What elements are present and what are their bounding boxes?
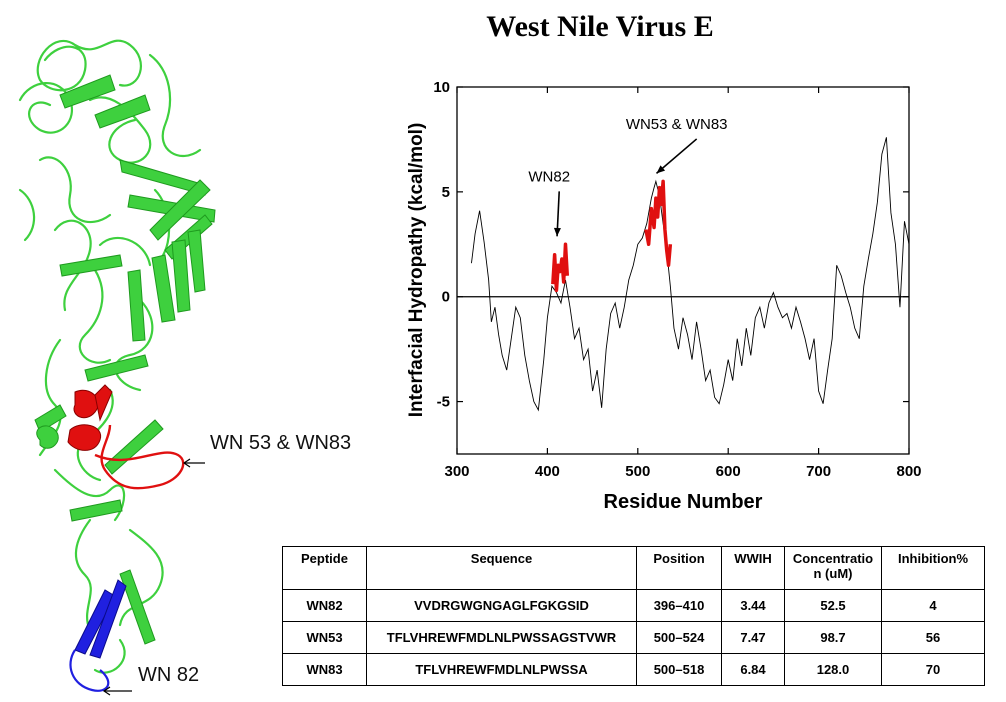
annotation-label: WN82 (528, 168, 570, 185)
cell-concentration: 128.0 (784, 653, 882, 686)
cell-concentration: 98.7 (784, 621, 882, 654)
protein-ribbon-structure (18, 39, 216, 696)
cell-peptide: WN53 (282, 621, 367, 654)
plot-frame (456, 86, 910, 455)
figure-title: West Nile Virus E (486, 10, 714, 43)
header-concentration: Concentratio n (uM) (784, 546, 882, 590)
header-position: Position (636, 546, 722, 590)
wn82-structure-label: WN 82 (138, 664, 200, 686)
header-wwih: WWIH (721, 546, 785, 590)
highlight-segment-1 (551, 242, 570, 293)
x-tick-label: 500 (625, 463, 650, 480)
highlight-segment-2 (644, 179, 673, 268)
wn53-wn83-structure-label: WN 53 & WN83 (210, 432, 352, 454)
x-tick-label: 700 (806, 463, 831, 480)
y-tick-label: -5 (437, 394, 450, 411)
cell-sequence: TFLVHREWFMDLNLPWSSA (366, 653, 637, 686)
annotation-arrowhead (553, 227, 561, 237)
header-inhibition: Inhibition% (881, 546, 985, 590)
cell-sequence: TFLVHREWFMDLNLPWSSAGSTVWR (366, 621, 637, 654)
cell-peptide: WN82 (282, 589, 367, 622)
cell-position: 500–518 (636, 653, 722, 686)
cell-concentration: 52.5 (784, 589, 882, 622)
cell-sequence: VVDRGWGNGAGLFGKGSID (366, 589, 637, 622)
x-axis-label: Residue Number (604, 491, 763, 513)
y-axis-label: Interfacial Hydropathy (kcal/mol) (406, 123, 427, 418)
cell-position: 500–524 (636, 621, 722, 654)
x-tick-label: 400 (535, 463, 560, 480)
table-row: WN82 VVDRGWGNGAGLFGKGSID 396–410 3.44 52… (282, 589, 985, 622)
header-peptide: Peptide (282, 546, 367, 590)
series-line-hydropathy (471, 137, 910, 412)
cell-wwih: 6.84 (721, 653, 785, 686)
x-tick-label: 300 (444, 463, 469, 480)
table-row: WN83 TFLVHREWFMDLNLPWSSA 500–518 6.84 12… (282, 653, 985, 686)
cell-wwih: 3.44 (721, 589, 785, 622)
cell-wwih: 7.47 (721, 621, 785, 654)
y-tick-label: 10 (433, 79, 450, 96)
x-tick-label: 800 (896, 463, 921, 480)
annotation-arrow (655, 138, 698, 174)
y-tick-label: 0 (442, 289, 450, 306)
x-tick-label: 600 (716, 463, 741, 480)
y-tick-label: 5 (442, 184, 450, 201)
hydropathy-plot: 300 400 500 600 700 800 -5 0 5 10 WN82 WN53 & WN83… (406, 79, 922, 513)
cell-inhibition: 4 (881, 589, 985, 622)
peptide-table: Peptide Sequence Position WWIH Concentra… (282, 546, 985, 686)
cell-inhibition: 70 (881, 653, 985, 686)
cell-peptide: WN83 (282, 653, 367, 686)
annotation-label: WN53 & WN83 (626, 116, 728, 133)
cell-position: 396–410 (636, 589, 722, 622)
annotation-arrowhead (656, 165, 666, 174)
table-row: WN53 TFLVHREWFMDLNLPWSSAGSTVWR 500–524 7… (282, 621, 985, 654)
table-header-row: Peptide Sequence Position WWIH Concentra… (282, 546, 985, 590)
header-sequence: Sequence (366, 546, 637, 590)
cell-inhibition: 56 (881, 621, 985, 654)
